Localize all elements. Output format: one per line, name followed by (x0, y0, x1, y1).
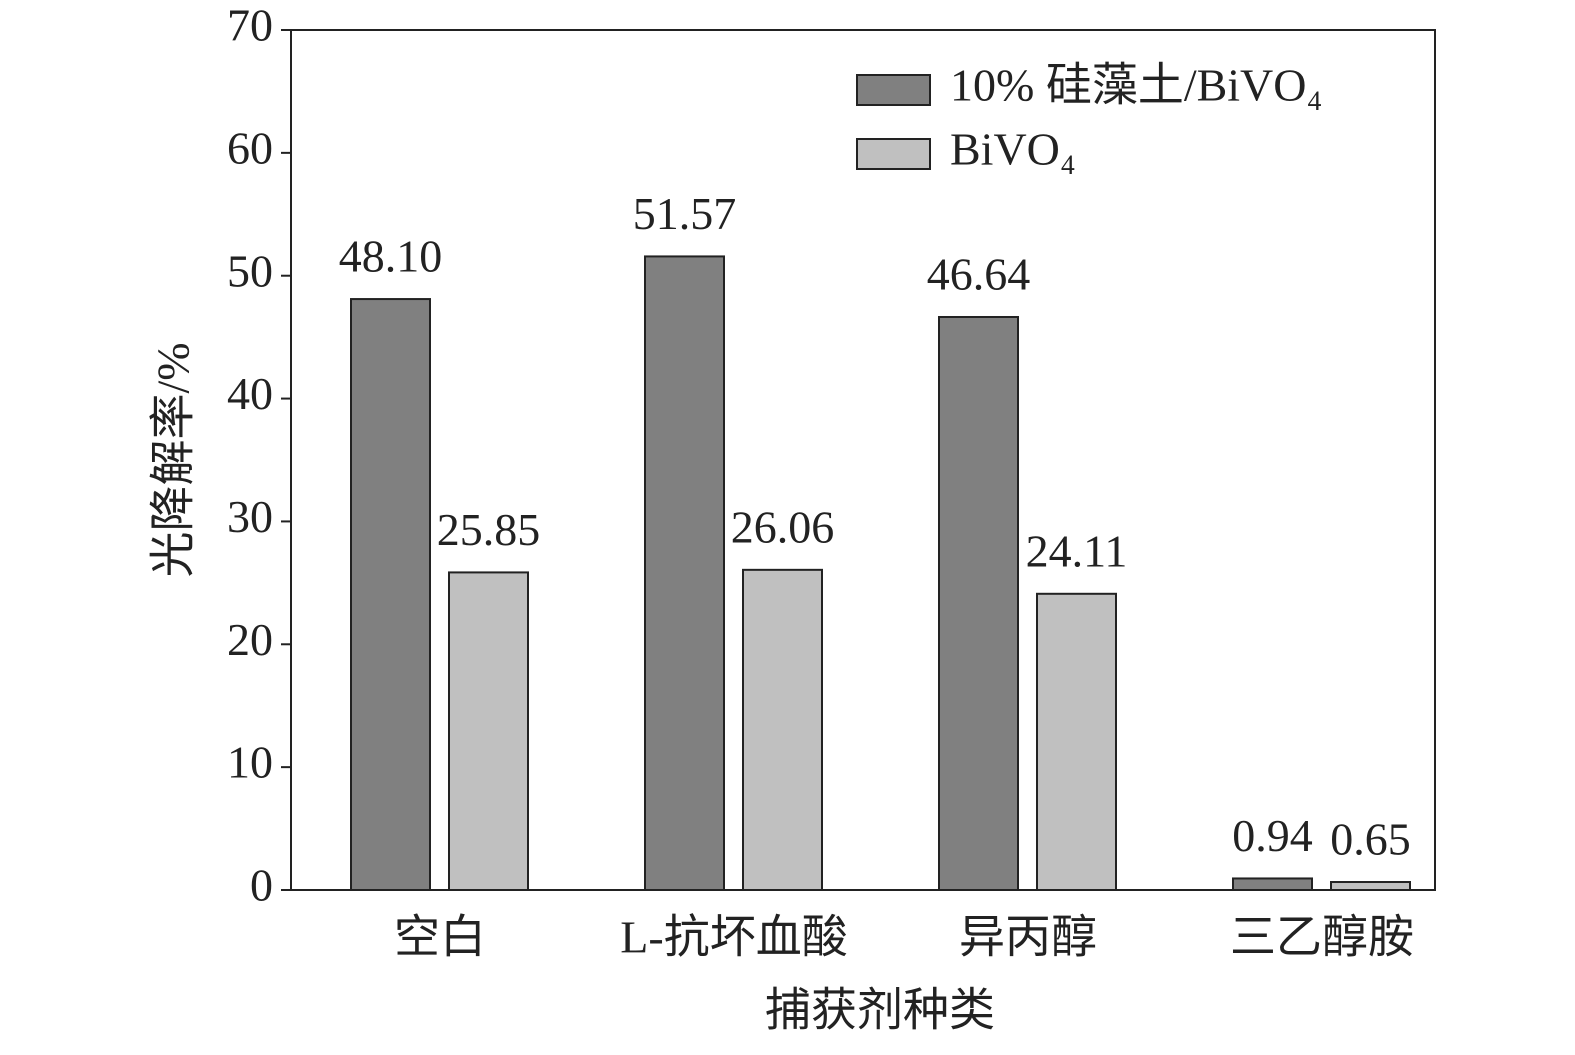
value-label: 48.10 (339, 231, 443, 282)
y-tick-label: 30 (227, 491, 273, 542)
legend-swatch (856, 138, 931, 170)
bar (742, 568, 823, 891)
y-axis-label: 光降解率/% (148, 342, 199, 577)
value-label: 51.57 (633, 188, 737, 239)
bar (1330, 881, 1411, 891)
bar (350, 298, 431, 891)
y-tick-label: 40 (227, 368, 273, 419)
x-tick-label: L-抗坏血酸 (620, 912, 847, 963)
bar (1232, 877, 1313, 891)
y-tick-label: 0 (250, 860, 273, 911)
x-tick-label: 三乙醇胺 (1230, 912, 1414, 963)
y-tick-label: 50 (227, 245, 273, 296)
y-tick-label: 20 (227, 614, 273, 665)
value-label: 26.06 (731, 501, 835, 552)
y-tick-label: 70 (227, 0, 273, 51)
y-tick-label: 10 (227, 737, 273, 788)
legend-label: 10% 硅藻土/BiVO₄ (950, 60, 1323, 111)
value-label: 0.94 (1232, 810, 1313, 861)
value-label: 0.65 (1330, 814, 1411, 865)
x-axis-label: 捕获剂种类 (765, 985, 995, 1036)
x-tick-label: 异丙醇 (959, 912, 1097, 963)
legend-swatch (856, 74, 931, 106)
bar (448, 571, 529, 892)
bar (1036, 592, 1117, 891)
y-tick-label: 60 (227, 122, 273, 173)
bar (644, 255, 725, 891)
value-label: 25.85 (437, 504, 541, 555)
legend-label: BiVO₄ (950, 124, 1076, 175)
plot-frame (290, 29, 1436, 891)
x-tick-label: 空白 (394, 912, 486, 963)
value-label: 24.11 (1026, 525, 1128, 576)
bar (938, 315, 1019, 892)
value-label: 46.64 (927, 249, 1031, 300)
